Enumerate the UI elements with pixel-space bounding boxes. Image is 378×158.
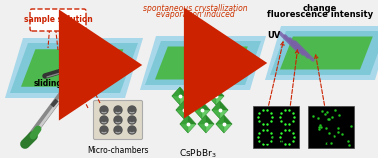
Text: Micro-chambers: Micro-chambers xyxy=(87,146,149,155)
Text: sliding: sliding xyxy=(34,79,62,88)
Circle shape xyxy=(114,116,122,124)
FancyBboxPatch shape xyxy=(93,100,143,140)
Polygon shape xyxy=(172,87,180,105)
Text: No Hg$^{2+}$: No Hg$^{2+}$ xyxy=(259,135,293,149)
Text: spontaneous crystallization: spontaneous crystallization xyxy=(143,4,247,13)
Polygon shape xyxy=(190,96,206,105)
Text: UV: UV xyxy=(267,31,280,40)
Circle shape xyxy=(128,126,136,134)
Polygon shape xyxy=(190,87,198,105)
Polygon shape xyxy=(190,87,206,96)
Polygon shape xyxy=(194,110,210,119)
Polygon shape xyxy=(198,115,214,124)
Polygon shape xyxy=(180,115,188,133)
Polygon shape xyxy=(208,87,224,96)
Polygon shape xyxy=(280,36,373,70)
Polygon shape xyxy=(10,43,138,93)
Polygon shape xyxy=(194,101,210,110)
Polygon shape xyxy=(5,38,143,98)
Bar xyxy=(308,106,354,148)
Polygon shape xyxy=(208,96,224,105)
Polygon shape xyxy=(140,36,266,90)
Polygon shape xyxy=(216,115,232,124)
Circle shape xyxy=(100,116,108,124)
Text: evaporation induced: evaporation induced xyxy=(156,10,234,19)
Circle shape xyxy=(100,126,108,134)
Circle shape xyxy=(114,126,122,134)
Polygon shape xyxy=(198,115,206,133)
Text: CsPbBr$_3$: CsPbBr$_3$ xyxy=(179,147,217,158)
Polygon shape xyxy=(216,115,224,133)
FancyBboxPatch shape xyxy=(30,9,86,31)
Polygon shape xyxy=(212,110,228,119)
Polygon shape xyxy=(145,41,261,85)
Text: Hg$^{2+}$: Hg$^{2+}$ xyxy=(321,135,342,149)
Circle shape xyxy=(100,106,108,114)
Polygon shape xyxy=(180,115,196,124)
Polygon shape xyxy=(21,49,123,87)
Polygon shape xyxy=(265,26,378,80)
Polygon shape xyxy=(198,124,214,133)
Polygon shape xyxy=(212,101,228,110)
Polygon shape xyxy=(172,96,188,105)
Polygon shape xyxy=(180,124,196,133)
Polygon shape xyxy=(216,124,232,133)
Polygon shape xyxy=(208,87,216,105)
Polygon shape xyxy=(176,101,192,110)
Polygon shape xyxy=(176,110,192,119)
Circle shape xyxy=(114,106,122,114)
Polygon shape xyxy=(172,87,188,96)
Circle shape xyxy=(128,116,136,124)
Polygon shape xyxy=(155,46,248,79)
Text: change: change xyxy=(303,4,337,13)
Bar xyxy=(253,106,299,148)
Polygon shape xyxy=(270,31,378,75)
Text: fluorescence intensity: fluorescence intensity xyxy=(267,10,373,19)
Text: sample solution: sample solution xyxy=(23,15,92,24)
Polygon shape xyxy=(212,101,220,119)
Polygon shape xyxy=(176,101,184,119)
Circle shape xyxy=(128,106,136,114)
Polygon shape xyxy=(194,101,202,119)
